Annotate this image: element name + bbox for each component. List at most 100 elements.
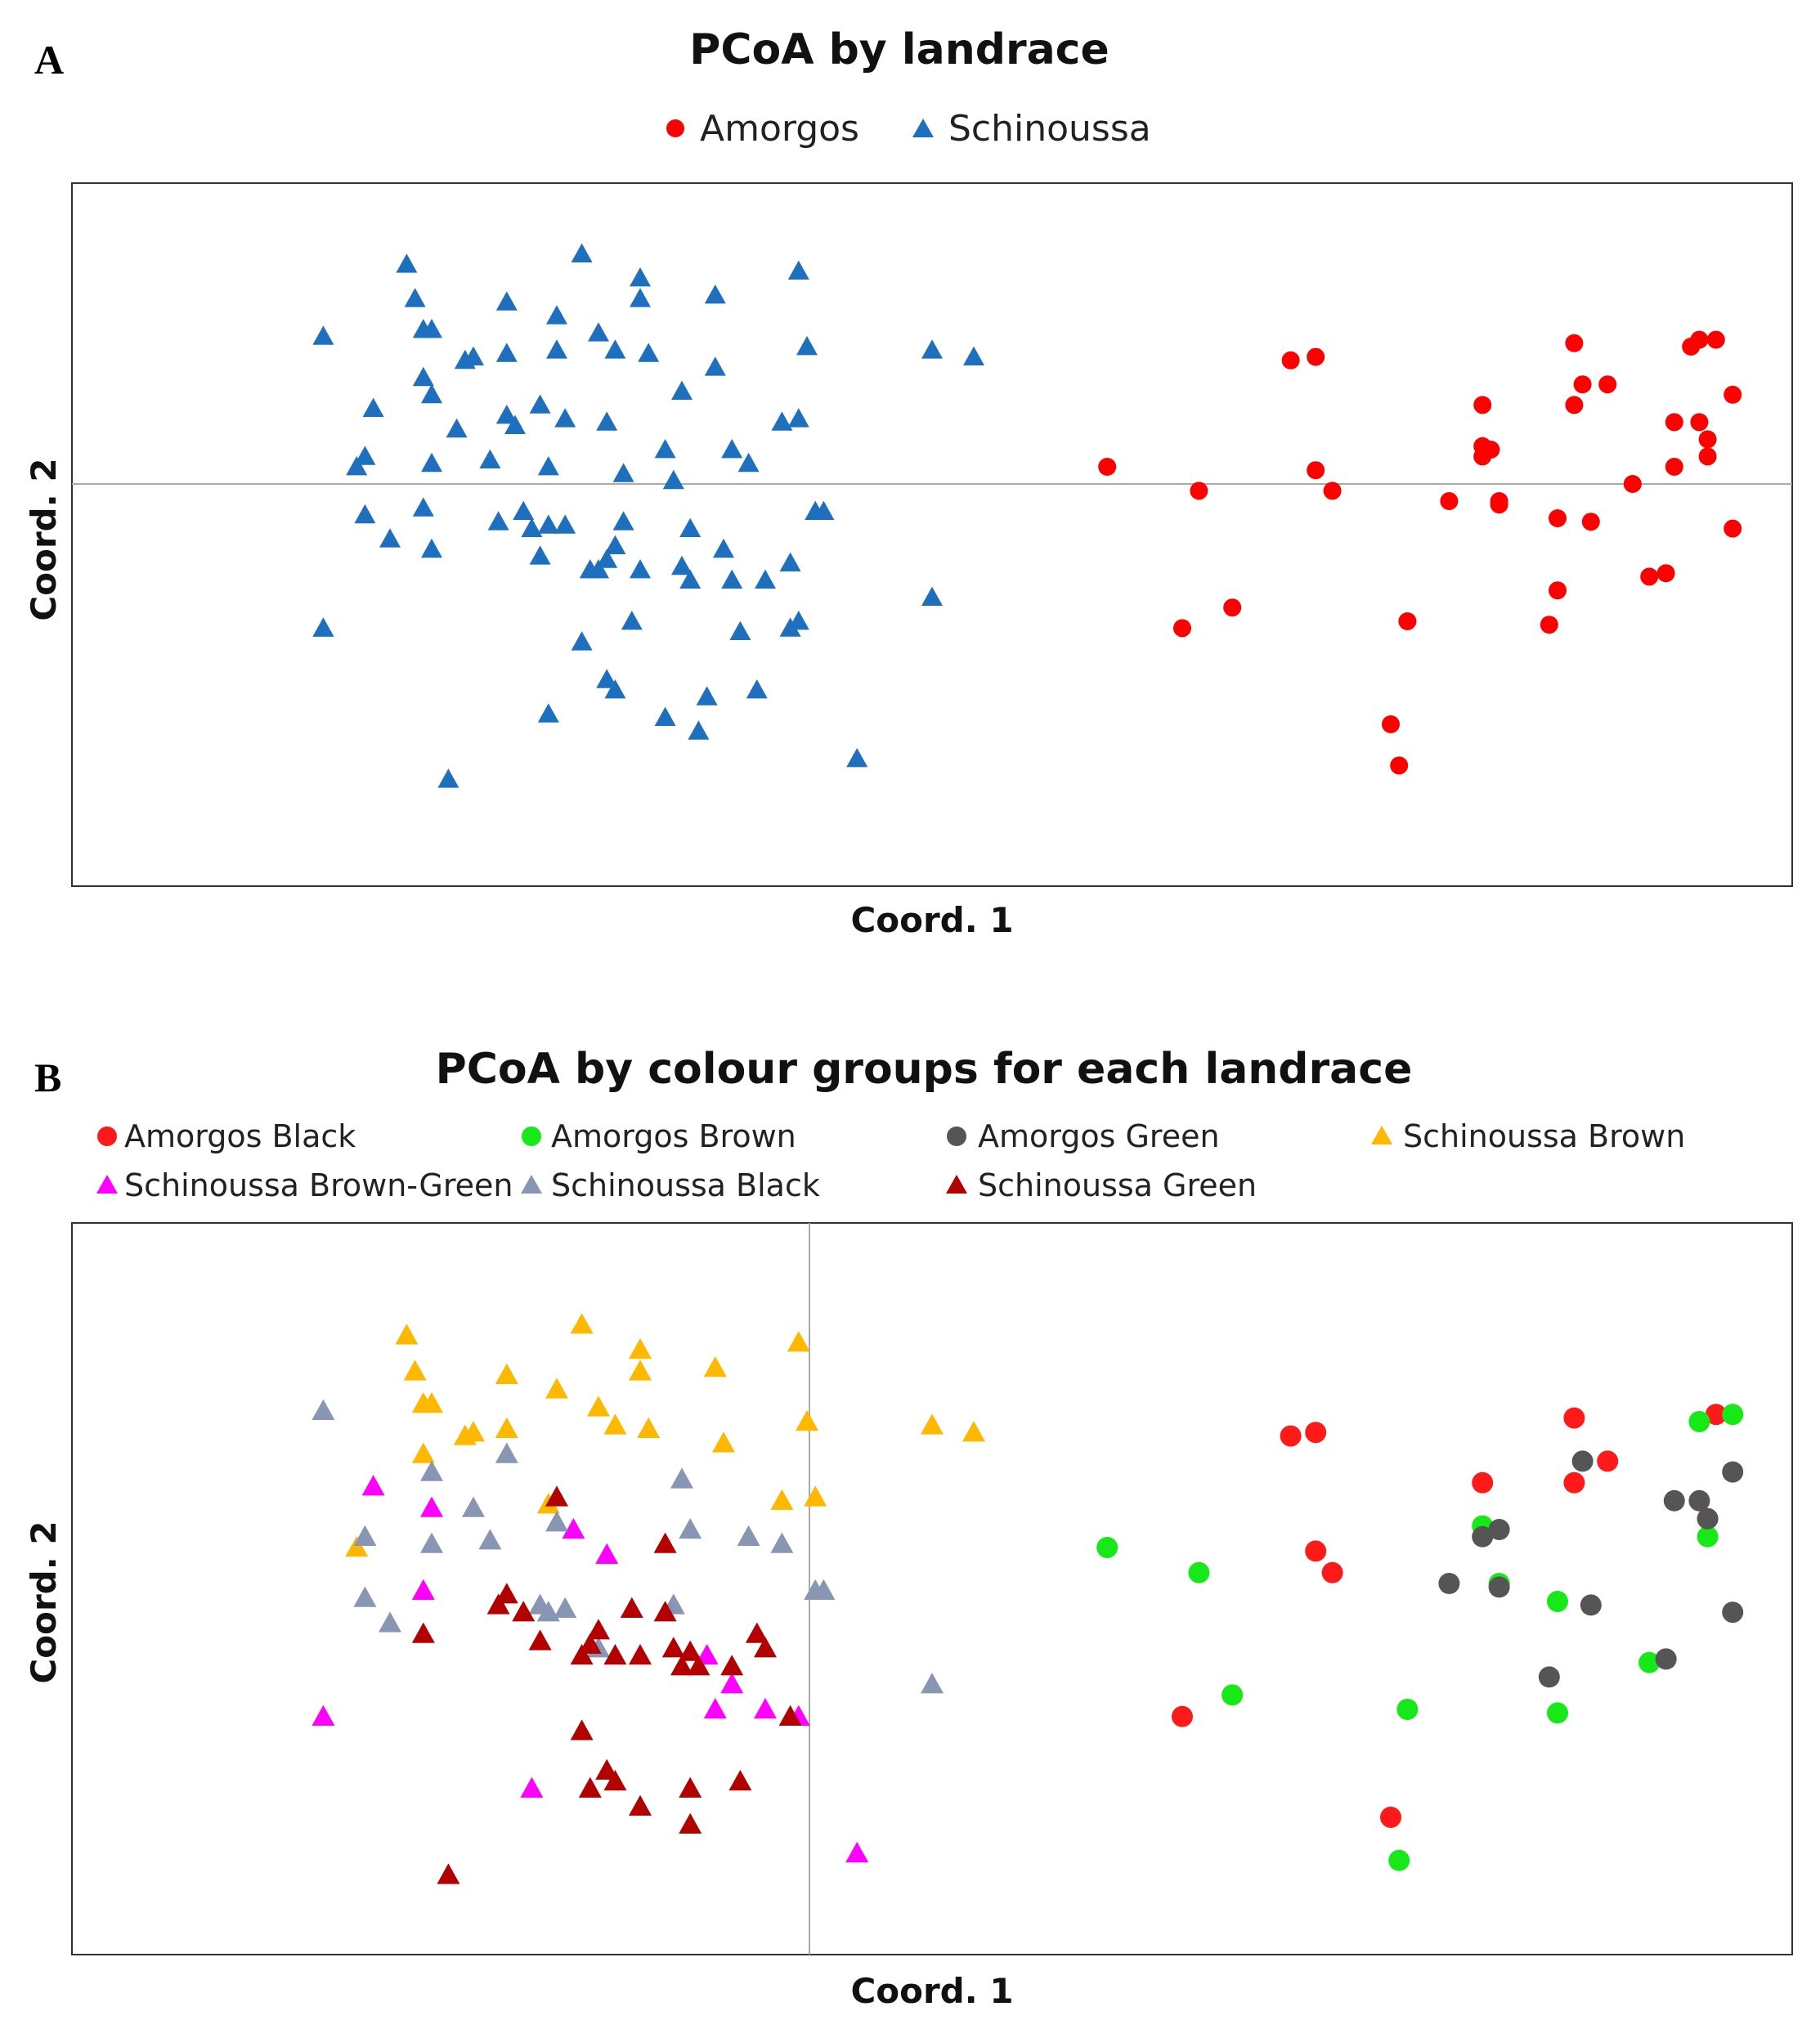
point-amorgos-brown-8 [1547,1591,1568,1612]
legend-label-amorgos-green: Amorgos Green [978,1118,1220,1154]
point-amorgos-28 [1656,564,1675,583]
point-amorgos-green-1 [1472,1525,1494,1547]
panel-b-points [312,1313,1744,1884]
point-schinoussa-8 [404,288,426,307]
point-schinoussa-brown-green-11 [520,1776,544,1798]
point-schinoussa-37 [571,631,593,651]
point-schinoussa-black-10 [545,1511,568,1532]
point-schinoussa-brown-12 [603,1413,627,1435]
point-schinoussa-green-0 [411,1622,435,1643]
point-schinoussa-43 [596,669,618,688]
point-amorgos-black-0 [1280,1425,1302,1447]
panel-a-points [312,243,1742,788]
point-schinoussa-brown-17 [712,1431,735,1453]
point-schinoussa-69 [737,452,760,473]
point-amorgos-brown-9 [1638,1651,1661,1673]
point-schinoussa-56 [662,469,684,490]
point-amorgos-23 [1573,375,1592,394]
point-schinoussa-68 [729,620,751,640]
point-schinoussa-green-25 [728,1770,752,1791]
legend-label-schinoussa-brown: Schinoussa Brown [1403,1118,1685,1154]
point-schinoussa-green-15 [670,1655,693,1676]
point-schinoussa-32 [546,305,567,325]
point-amorgos-green-0 [1438,1573,1460,1594]
point-schinoussa-2 [346,456,368,476]
point-amorgos-24 [1581,513,1600,531]
point-amorgos-brown-7 [1547,1702,1568,1724]
point-schinoussa-green-30 [578,1776,602,1798]
point-schinoussa-4 [354,446,376,465]
point-amorgos-33 [1690,413,1709,432]
point-schinoussa-brown-6 [462,1421,485,1442]
point-schinoussa-34 [554,408,576,428]
panel-a-plot-area [71,182,1793,887]
point-schinoussa-42 [596,411,618,431]
panel-a-letter: A [34,37,64,83]
point-schinoussa-black-1 [353,1525,377,1546]
legend-marker-amorgos-brown [522,1126,541,1146]
point-schinoussa-24 [504,414,526,434]
panel-a-title: PCoA by landrace [689,25,1109,74]
legend-label-amorgos-black: Amorgos Black [124,1118,356,1154]
point-amorgos-37 [1724,385,1742,404]
point-amorgos-black-4 [1172,1705,1193,1727]
point-amorgos-black-9 [1597,1450,1619,1472]
point-schinoussa-green-26 [745,1622,769,1643]
point-schinoussa-green-22 [629,1794,652,1816]
point-schinoussa-47 [612,463,634,482]
point-schinoussa-55 [654,706,676,726]
legend-marker-amorgos [666,119,684,137]
point-schinoussa-brown-19 [796,1410,818,1431]
point-schinoussa-green-9 [603,1644,627,1665]
point-amorgos-black-12 [1705,1404,1727,1426]
point-schinoussa-green-5 [545,1485,568,1507]
point-schinoussa-black-20 [812,1579,836,1600]
point-schinoussa-9 [412,366,434,387]
panel-a-y-axis-label: Coord. 2 [24,458,64,620]
legend-label-amorgos-brown: Amorgos Brown [551,1118,796,1154]
panel-a-x-axis-label: Coord. 1 [850,900,1013,940]
point-schinoussa-brown-10 [570,1313,594,1334]
panel-b-letter: B [34,1055,61,1100]
point-schinoussa-brown-green-4 [595,1543,619,1564]
point-schinoussa-brown-11 [587,1395,610,1417]
point-schinoussa-brown-4 [411,1442,435,1463]
point-schinoussa-63 [704,284,726,304]
point-schinoussa-black-17 [737,1525,760,1546]
point-schinoussa-64 [704,356,726,376]
point-amorgos-brown-10 [1688,1411,1710,1432]
point-amorgos-9 [1390,756,1409,775]
point-schinoussa-45 [604,535,626,554]
point-schinoussa-green-16 [679,1640,702,1661]
point-schinoussa-black-18 [770,1532,794,1553]
legend-label-amorgos: Amorgos [700,108,859,150]
point-amorgos-27 [1640,567,1659,586]
point-schinoussa-7 [396,253,418,273]
point-schinoussa-23 [495,405,518,424]
point-schinoussa-brown-8 [495,1417,518,1438]
panel-b-title: PCoA by colour groups for each landrace [436,1045,1413,1094]
point-schinoussa-black-5 [420,1460,443,1481]
point-amorgos-1 [1190,481,1208,500]
point-schinoussa-black-12 [554,1597,577,1618]
point-schinoussa-78 [796,336,818,356]
point-schinoussa-green-24 [679,1776,702,1798]
point-schinoussa-86 [312,617,334,637]
point-schinoussa-49 [621,611,643,630]
point-amorgos-20 [1549,581,1567,600]
point-schinoussa-65 [713,538,734,558]
point-schinoussa-brown-3 [420,1392,443,1413]
point-schinoussa-green-2 [495,1583,518,1604]
point-schinoussa-58 [671,555,693,576]
point-schinoussa-84 [963,346,984,365]
legend-marker-schinoussa [912,119,934,137]
point-amorgos-6 [1307,461,1325,480]
point-schinoussa-brown-1 [403,1359,427,1381]
point-schinoussa-green-12 [653,1601,677,1622]
point-amorgos-17 [1490,495,1508,514]
point-amorgos-30 [1665,413,1683,432]
point-amorgos-black-6 [1472,1471,1494,1494]
legend-marker-amorgos-green [947,1126,966,1146]
point-schinoussa-62 [696,686,718,705]
point-schinoussa-green-29 [437,1863,460,1884]
